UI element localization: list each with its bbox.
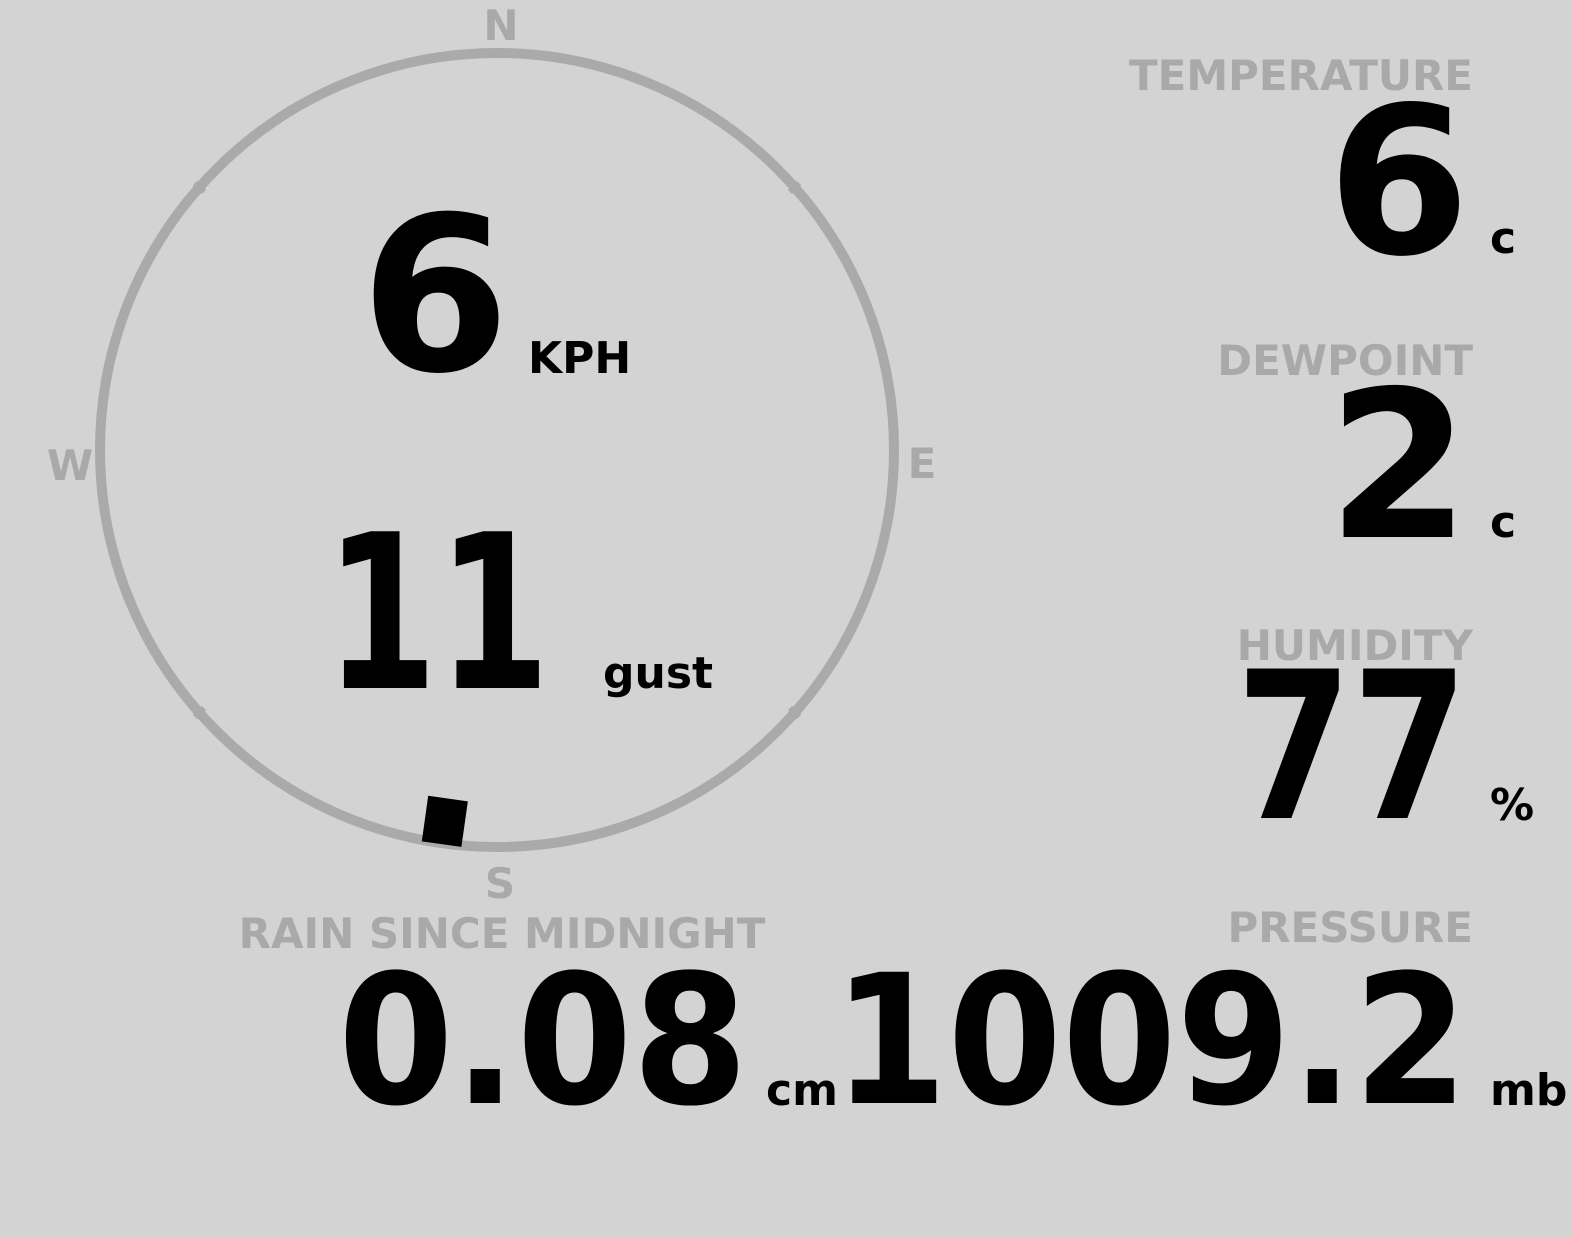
humidity-value: 77	[1236, 629, 1468, 867]
rain-unit: cm	[766, 1065, 838, 1116]
compass-ring	[95, 48, 899, 852]
wind-speed-unit: KPH	[528, 333, 631, 384]
humidity-label: HUMIDITY	[1237, 621, 1474, 670]
wind-gust-label: gust	[603, 648, 713, 699]
rain-value: 0.08	[338, 937, 748, 1146]
humidity-unit: %	[1490, 780, 1534, 831]
pressure-unit: mb	[1490, 1065, 1567, 1116]
temperature-label: TEMPERATURE	[1129, 51, 1473, 100]
compass-s: S	[485, 859, 515, 908]
temperature-unit: c	[1490, 213, 1516, 264]
pressure-label: PRESSURE	[1227, 903, 1473, 952]
wind-direction-marker	[421, 795, 468, 847]
temperature-value: 6	[1327, 64, 1470, 302]
dewpoint-label: DEWPOINT	[1217, 336, 1473, 385]
dewpoint-unit: c	[1490, 497, 1516, 548]
dewpoint-value: 2	[1327, 348, 1470, 586]
compass-e: E	[908, 439, 937, 488]
wind-gust: 11	[325, 488, 550, 739]
pressure-value: 1009.2	[833, 937, 1468, 1146]
compass-n: N	[483, 1, 518, 50]
compass-notches	[192, 180, 802, 720]
wind-speed: 6	[360, 170, 510, 421]
rain-label: RAIN SINCE MIDNIGHT	[239, 909, 766, 958]
compass-w: W	[47, 441, 93, 490]
